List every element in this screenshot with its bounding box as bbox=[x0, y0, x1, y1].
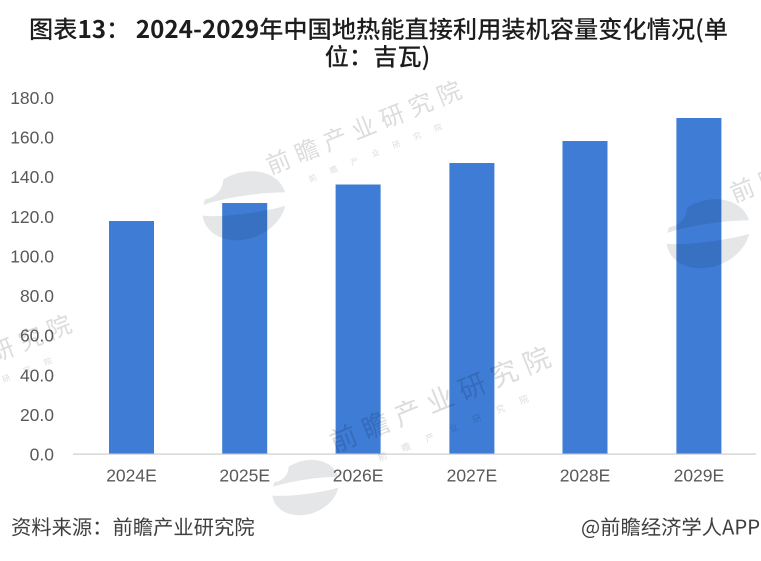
svg-text:80.0: 80.0 bbox=[20, 286, 54, 306]
svg-text:2027E: 2027E bbox=[447, 466, 498, 486]
svg-text:2025E: 2025E bbox=[219, 466, 270, 486]
svg-text:2026E: 2026E bbox=[333, 466, 384, 486]
svg-text:140.0: 140.0 bbox=[10, 167, 54, 187]
svg-text:2029E: 2029E bbox=[674, 466, 725, 486]
svg-text:120.0: 120.0 bbox=[10, 207, 54, 227]
svg-text:40.0: 40.0 bbox=[20, 365, 54, 385]
svg-text:0.0: 0.0 bbox=[30, 445, 55, 465]
svg-text:2024E: 2024E bbox=[106, 466, 157, 486]
svg-text:160.0: 160.0 bbox=[10, 128, 54, 148]
svg-text:180.0: 180.0 bbox=[10, 88, 54, 108]
svg-text:2028E: 2028E bbox=[560, 466, 611, 486]
svg-text:100.0: 100.0 bbox=[10, 247, 54, 267]
svg-text:60.0: 60.0 bbox=[20, 326, 54, 346]
svg-text:20.0: 20.0 bbox=[20, 405, 54, 425]
